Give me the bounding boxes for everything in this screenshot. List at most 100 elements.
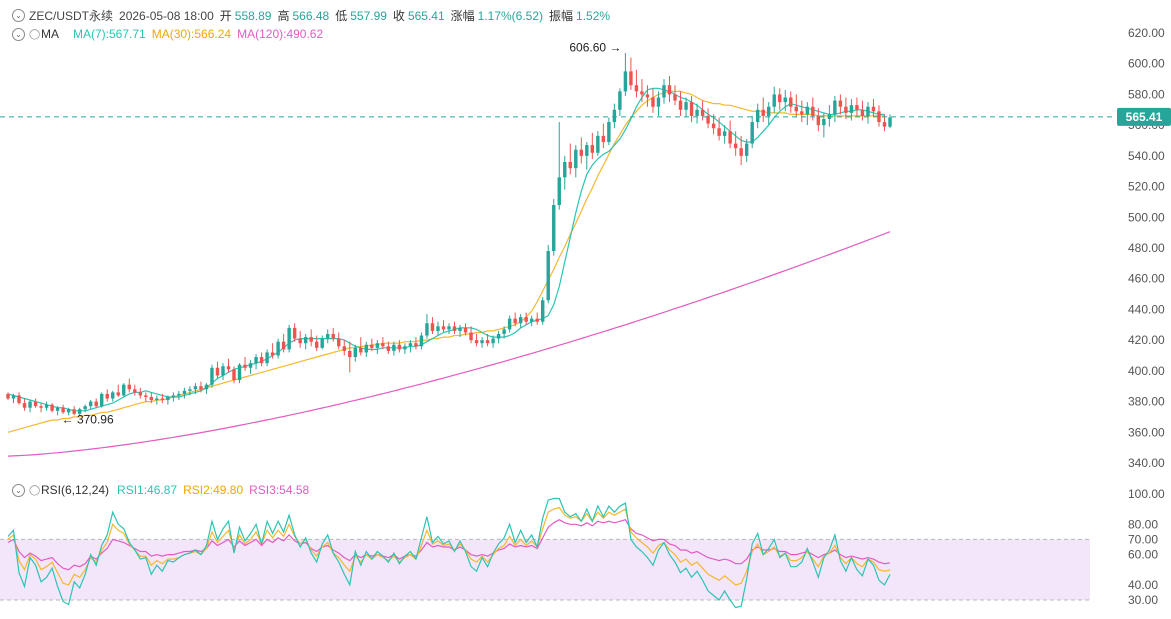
- candle-body: [33, 401, 38, 407]
- candle-body: [359, 347, 363, 353]
- candle-body: [811, 106, 815, 116]
- candle-body: [822, 119, 826, 126]
- open-value: 558.89: [234, 8, 272, 23]
- candle-body: [11, 395, 16, 399]
- candle-body: [182, 390, 187, 394]
- candle-body: [77, 409, 82, 414]
- rsi2-value: RSI2:49.80: [183, 483, 244, 497]
- last-price-tag: [1117, 107, 1171, 126]
- candle-body: [469, 332, 473, 341]
- candle-body: [640, 91, 644, 95]
- collapse-ma-icon[interactable]: ⌄: [12, 27, 25, 41]
- candle-body: [408, 343, 413, 347]
- candle-body: [612, 109, 617, 123]
- candle-body: [248, 363, 253, 368]
- candle-body: [292, 327, 297, 339]
- candle-body: [789, 97, 793, 107]
- candle-body: [100, 393, 104, 407]
- candle-body: [28, 401, 32, 408]
- ma120-value: MA(120):490.62: [237, 27, 324, 41]
- candle-body: [794, 106, 798, 112]
- candle-body: [518, 317, 523, 324]
- candle-body: [579, 149, 584, 156]
- candle-body: [728, 131, 732, 144]
- candle-body: [425, 323, 429, 336]
- min-price-annotation: ← 370.96: [62, 412, 114, 426]
- candle-body: [618, 91, 622, 110]
- candle-body: [243, 364, 247, 368]
- candle-body: [215, 367, 220, 376]
- candle-body: [662, 85, 666, 98]
- price-axis-tick: 400.00: [1128, 364, 1165, 378]
- candle-body: [855, 105, 859, 110]
- change-label: 涨幅: [450, 9, 475, 23]
- candle-body: [860, 109, 865, 116]
- candle-body: [833, 100, 837, 115]
- candle-body: [816, 115, 821, 126]
- candle-body: [783, 97, 787, 103]
- candle-body: [403, 346, 407, 350]
- candle-body: [392, 344, 396, 351]
- candle-body: [882, 122, 887, 127]
- datetime-label: 2026-05-08 18:00: [119, 8, 214, 23]
- ma7-line: [7, 87, 885, 412]
- candle-body: [480, 340, 484, 344]
- ma30-line: [7, 90, 885, 433]
- price-axis-tick: 460.00: [1128, 272, 1165, 286]
- candle-body: [574, 149, 578, 169]
- candle-body: [331, 334, 335, 339]
- collapse-rsi-icon[interactable]: ⌄: [12, 483, 25, 497]
- candle-body: [838, 100, 843, 107]
- candle-body: [596, 135, 600, 153]
- candle-body: [122, 384, 126, 396]
- candle-body: [767, 106, 771, 116]
- candle-body: [375, 343, 380, 348]
- candle-body: [800, 111, 804, 115]
- ma-legend: ⌄ ◯ MA MA(7):567.71 MA(30):566.24 MA(120…: [12, 27, 329, 41]
- candle-body: [535, 318, 539, 322]
- candle-body: [678, 100, 683, 110]
- candle-body: [276, 341, 280, 356]
- candle-body: [397, 344, 402, 350]
- price-axis-tick: 380.00: [1128, 395, 1165, 409]
- rsi-axis-tick: 70.00: [1128, 532, 1158, 546]
- candle-body: [805, 106, 810, 115]
- last-price-label: 565.41: [1126, 110, 1163, 124]
- collapse-icon[interactable]: ⌄: [12, 9, 25, 22]
- candle-body: [706, 115, 710, 124]
- candle-body: [739, 148, 743, 156]
- candle-body: [326, 334, 330, 339]
- ma-name: MA: [41, 27, 59, 41]
- candle-body: [6, 393, 10, 399]
- candle-body: [188, 389, 192, 391]
- candle-body: [61, 407, 65, 413]
- candle-body: [568, 162, 572, 169]
- candle-body: [750, 122, 754, 144]
- candle-body: [474, 340, 479, 344]
- candle-body: [722, 131, 727, 136]
- candle-body: [645, 94, 650, 98]
- low-value: 557.99: [350, 8, 387, 23]
- candle-body: [72, 409, 76, 414]
- candle-body: [491, 338, 495, 344]
- candle-body: [778, 94, 782, 103]
- price-axis-tick: 340.00: [1128, 456, 1165, 470]
- candle-body: [105, 393, 109, 399]
- bell-icon[interactable]: ◯: [29, 29, 41, 40]
- candle-body: [667, 85, 672, 95]
- candle-body: [733, 143, 738, 149]
- candle-body: [50, 404, 54, 411]
- candle-body: [226, 366, 231, 370]
- candle-body: [700, 109, 705, 116]
- candle-body: [684, 102, 688, 110]
- amplitude-label: 振幅: [549, 9, 574, 23]
- candle-body: [221, 366, 225, 376]
- candle-body: [370, 344, 374, 348]
- rsi-axis-tick: 60.00: [1128, 548, 1158, 562]
- high-value: 566.48: [292, 8, 330, 23]
- bell-icon[interactable]: ◯: [29, 485, 41, 496]
- candle-body: [22, 403, 27, 408]
- candle-body: [844, 106, 848, 113]
- rsi3-line: [7, 518, 891, 571]
